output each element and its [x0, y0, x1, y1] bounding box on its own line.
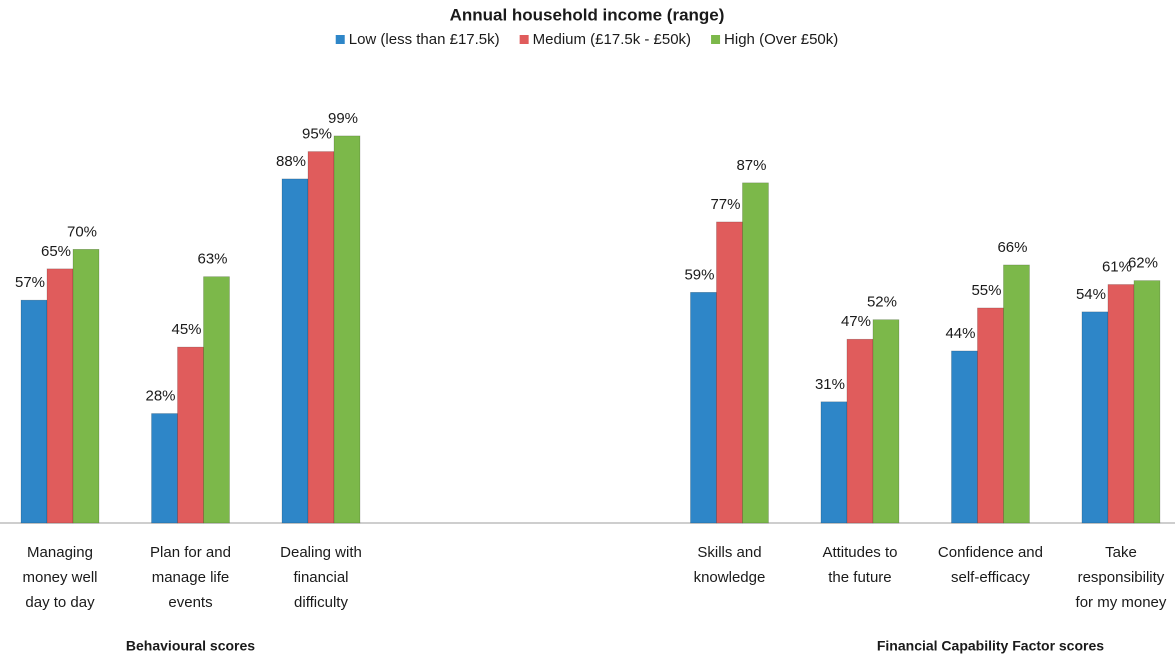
- chart-title: Annual household income (range): [450, 5, 725, 24]
- legend-swatch: [519, 35, 529, 44]
- x-tick-label: Confidence and self-efficacy: [938, 544, 1043, 586]
- bar: [1003, 264, 1030, 524]
- value-label: 63%: [197, 251, 227, 268]
- bar: [307, 151, 335, 524]
- bar: [20, 299, 48, 524]
- bar: [1107, 284, 1135, 524]
- bar: [716, 221, 743, 524]
- legend-item: Low (less than £17.5k): [335, 31, 500, 48]
- value-label: 95%: [302, 126, 332, 143]
- value-label: 57%: [15, 274, 45, 291]
- bar: [977, 307, 1004, 524]
- x-tick-label: Dealing with financial difficulty: [280, 544, 362, 611]
- value-label: 55%: [971, 282, 1001, 299]
- bar: [820, 401, 848, 524]
- value-label: 66%: [997, 239, 1027, 256]
- value-label: 54%: [1076, 286, 1106, 303]
- legend-item: Medium (£17.5k - £50k): [519, 31, 691, 48]
- value-label: 47%: [841, 313, 871, 330]
- bar: [151, 413, 178, 524]
- bar: [1081, 311, 1109, 524]
- x-tick-label: Attitudes to the future: [822, 544, 897, 586]
- group-label: Behavioural scores: [126, 638, 255, 654]
- value-label: 88%: [276, 153, 306, 170]
- bar: [46, 268, 74, 524]
- value-label: 87%: [736, 157, 766, 174]
- x-tick-label: Plan for and manage life events: [150, 544, 231, 611]
- legend: Low (less than £17.5k) Medium (£17.5k - £…: [335, 31, 838, 48]
- x-tick-label: Skills and knowledge: [694, 544, 766, 586]
- bar: [333, 135, 361, 524]
- bar: [203, 276, 230, 524]
- bar: [872, 319, 900, 524]
- bar: [1133, 280, 1161, 524]
- legend-item: High (Over £50k): [711, 31, 838, 48]
- bar: [951, 350, 978, 524]
- legend-label: High (Over £50k): [724, 31, 838, 48]
- bar: [690, 292, 717, 524]
- x-tick-label: Managing money well day to day: [22, 544, 97, 611]
- value-label: 45%: [171, 321, 201, 338]
- bar: [281, 178, 309, 524]
- legend-label: Low (less than £17.5k): [349, 31, 500, 48]
- bar: [742, 182, 769, 524]
- value-label: 31%: [815, 376, 845, 393]
- value-label: 99%: [328, 110, 358, 127]
- value-label: 59%: [684, 266, 714, 283]
- value-label: 70%: [67, 223, 97, 240]
- legend-swatch: [711, 35, 721, 44]
- bar: [177, 346, 204, 524]
- bar: [72, 249, 100, 524]
- value-label: 28%: [145, 387, 175, 404]
- value-label: 61%: [1102, 258, 1132, 275]
- value-label: 44%: [945, 325, 975, 342]
- group-label: Financial Capability Factor scores: [877, 638, 1104, 654]
- x-tick-label: Take responsibility for my money: [1076, 544, 1167, 611]
- bar: [846, 338, 874, 524]
- value-label: 52%: [867, 294, 897, 311]
- legend-label: Medium (£17.5k - £50k): [533, 31, 691, 48]
- legend-swatch: [335, 35, 345, 44]
- value-label: 65%: [41, 243, 71, 260]
- value-label: 62%: [1128, 255, 1158, 272]
- value-label: 77%: [710, 196, 740, 213]
